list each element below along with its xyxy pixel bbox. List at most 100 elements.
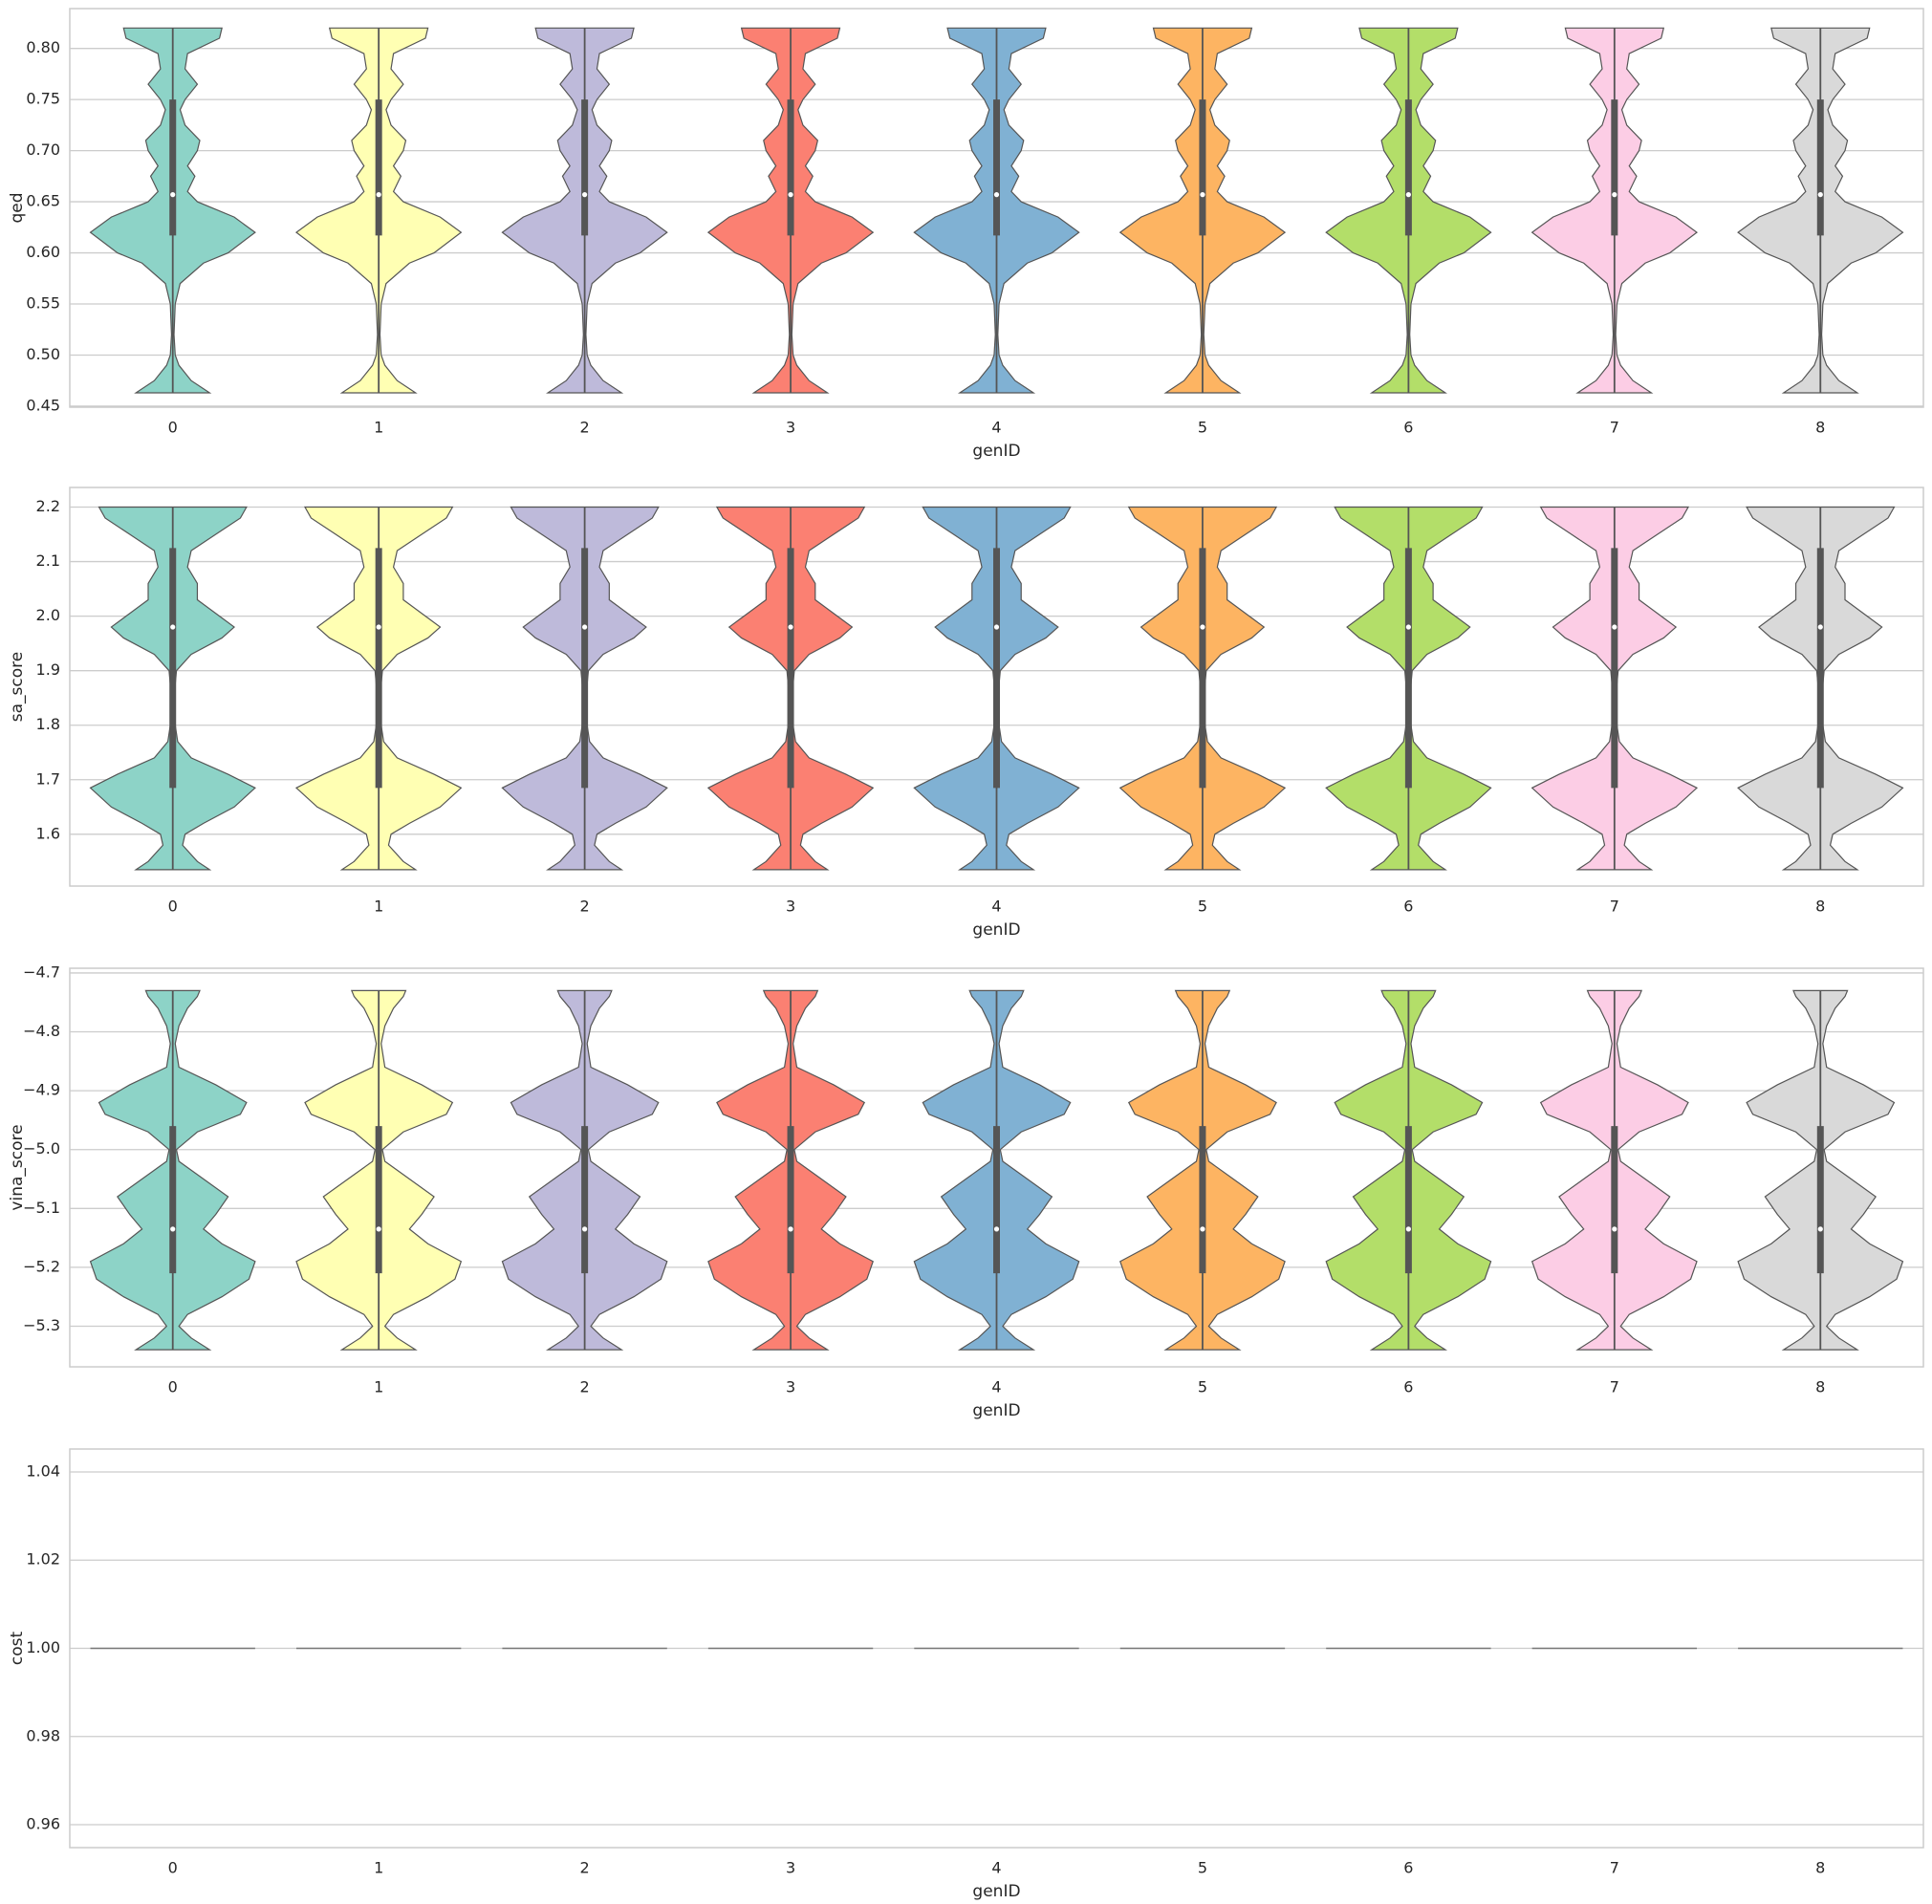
y-tick-label: 2.2 [36,497,60,515]
median [582,1226,588,1232]
x-tick-label: 4 [991,1859,1001,1877]
median [1612,192,1617,198]
x-axis-label: genID [972,442,1020,461]
x-tick-label: 8 [1815,1378,1825,1396]
y-tick-label: −5.2 [23,1257,60,1275]
x-tick-label: 5 [1198,898,1207,916]
x-tick-label: 1 [374,1859,383,1877]
y-tick-label: 1.9 [36,660,60,679]
median [788,624,793,630]
x-tick-label: 4 [991,898,1001,916]
x-tick-label: 3 [786,419,795,437]
y-tick-label: 0.75 [26,90,60,108]
y-tick-label: −5.3 [23,1316,60,1334]
x-tick-label: 4 [991,1378,1001,1396]
x-tick-label: 1 [374,898,383,916]
median [1405,624,1411,630]
x-tick-label: 6 [1403,1378,1413,1396]
median [582,192,588,198]
x-tick-label: 6 [1403,1859,1413,1877]
x-tick-label: 6 [1403,419,1413,437]
y-tick-label: 1.02 [26,1550,60,1569]
median [993,192,1000,198]
median [1612,624,1617,630]
y-tick-label: 0.50 [26,345,60,363]
x-tick-label: 3 [786,1378,795,1396]
median [1200,192,1205,198]
x-tick-label: 0 [168,898,178,916]
median [1200,1226,1205,1232]
axes-frame [69,1448,1924,1849]
x-tick-label: 2 [580,898,590,916]
axes-frame [69,8,1924,408]
axes-frame [69,487,1924,887]
y-tick-label: 2.0 [36,606,60,624]
y-tick-label: 0.65 [26,192,60,210]
x-tick-label: 7 [1610,1378,1619,1396]
x-tick-label: 2 [580,1378,590,1396]
y-tick-label: −4.7 [23,963,60,981]
y-tick-label: 0.55 [26,294,60,313]
y-tick-label: 1.8 [36,715,60,733]
y-tick-label: 0.96 [26,1815,60,1833]
y-tick-label: 0.98 [26,1726,60,1744]
median [170,192,176,198]
x-tick-label: 6 [1403,898,1413,916]
y-tick-label: −5.1 [23,1199,60,1217]
x-tick-label: 2 [580,1859,590,1877]
median [993,1226,1000,1232]
y-tick-label: 1.7 [36,769,60,788]
y-axis-label: cost [8,1632,27,1666]
y-tick-label: −4.9 [23,1081,60,1099]
x-tick-label: 7 [1610,1859,1619,1877]
y-tick-label: 1.04 [26,1461,60,1480]
median [1200,624,1205,630]
x-tick-label: 0 [168,1378,178,1396]
x-tick-label: 8 [1815,1859,1825,1877]
x-tick-label: 0 [168,419,178,437]
median [788,192,793,198]
y-tick-label: 1.6 [36,824,60,842]
median [788,1226,793,1232]
y-axis-label: vina_score [8,1124,27,1210]
y-tick-label: 1.00 [26,1638,60,1656]
y-tick-label: −4.8 [23,1022,60,1040]
x-tick-label: 1 [374,1378,383,1396]
y-tick-label: 0.45 [26,396,60,414]
x-tick-label: 3 [786,898,795,916]
x-tick-label: 8 [1815,419,1825,437]
y-tick-label: 2.1 [36,552,60,570]
x-tick-label: 7 [1610,419,1619,437]
median [376,1226,381,1232]
x-tick-label: 7 [1610,898,1619,916]
y-tick-label: 0.60 [26,243,60,261]
median [170,624,176,630]
median [1817,192,1823,198]
median [170,1226,176,1232]
x-tick-label: 5 [1198,419,1207,437]
y-axis-label: sa_score [8,652,27,722]
median [1817,1226,1823,1232]
x-tick-label: 5 [1198,1378,1207,1396]
y-tick-label: 0.80 [26,38,60,56]
median [1405,192,1411,198]
median [376,624,381,630]
x-axis-label: genID [972,1401,1020,1420]
x-tick-label: 4 [991,419,1001,437]
y-tick-label: −5.0 [23,1139,60,1158]
x-tick-label: 0 [168,1859,178,1877]
x-tick-label: 1 [374,419,383,437]
median [1817,624,1823,630]
median [376,192,381,198]
y-tick-label: 0.70 [26,141,60,159]
y-axis-label: qed [8,192,27,223]
median [1612,1226,1617,1232]
median [993,624,1000,630]
x-axis-label: genID [972,920,1020,940]
x-tick-label: 2 [580,419,590,437]
x-tick-label: 3 [786,1859,795,1877]
x-tick-label: 5 [1198,1859,1207,1877]
median [1405,1226,1411,1232]
median [582,624,588,630]
